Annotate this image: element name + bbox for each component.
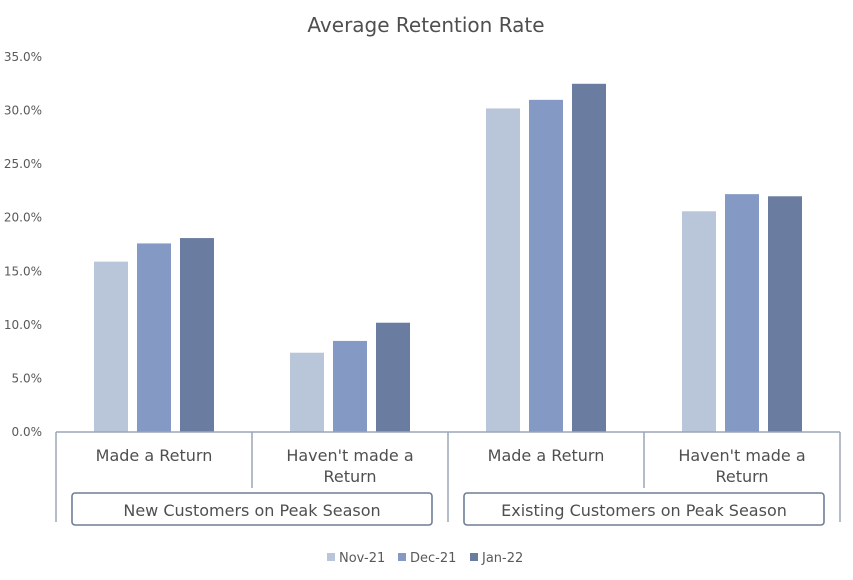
bar — [725, 194, 759, 432]
x-tick-label: Made a Return — [96, 446, 213, 465]
bar — [486, 108, 520, 432]
legend-label: Nov-21 — [339, 551, 385, 566]
legend-swatch — [327, 553, 335, 561]
legend-swatch — [398, 553, 406, 561]
legend-swatch — [470, 553, 478, 561]
y-tick-label: 25.0% — [4, 157, 42, 171]
x-tick-label: Return — [323, 467, 376, 486]
y-tick-label: 5.0% — [12, 371, 43, 385]
y-tick-label: 30.0% — [4, 104, 42, 118]
y-tick-label: 20.0% — [4, 211, 42, 225]
group-label-box — [463, 492, 825, 526]
bar — [180, 238, 214, 432]
bar — [682, 211, 716, 432]
legend-label: Dec-21 — [410, 551, 456, 566]
bar — [333, 340, 367, 432]
group-label: Existing Customers on Peak Season — [501, 501, 787, 520]
y-tick-label: 15.0% — [4, 264, 42, 278]
bar — [529, 99, 563, 432]
x-tick-label: Return — [715, 467, 768, 486]
y-tick-label: 35.0% — [4, 50, 42, 64]
bars — [94, 83, 802, 433]
x-tick-label: Haven't made a — [678, 446, 805, 465]
x-axis: Made a Return Haven't made a Return Made a … — [55, 431, 841, 526]
group-label-box — [71, 492, 433, 526]
bar — [768, 196, 802, 432]
legend-label: Jan-22 — [481, 551, 523, 566]
y-tick-label: 0.0% — [12, 425, 43, 439]
bar — [376, 322, 410, 432]
bar — [290, 352, 324, 432]
y-axis: 0.0% 5.0% 10.0% 15.0% 20.0% 25.0% 30.0% 35.0% — [4, 50, 42, 439]
x-tick-label: Haven't made a — [286, 446, 413, 465]
bar — [137, 243, 171, 432]
x-tick-label: Made a Return — [488, 446, 605, 465]
y-tick-label: 10.0% — [4, 318, 42, 332]
legend: Nov-21 Dec-21 Jan-22 — [327, 551, 523, 566]
group-label: New Customers on Peak Season — [123, 501, 380, 520]
bar — [94, 261, 128, 432]
chart-title: Average Retention Rate — [307, 13, 544, 37]
bar — [572, 83, 606, 433]
